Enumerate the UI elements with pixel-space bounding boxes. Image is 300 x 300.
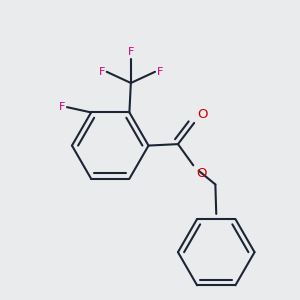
Text: F: F [59, 102, 65, 112]
Text: F: F [157, 67, 163, 77]
Text: F: F [128, 47, 134, 57]
Text: O: O [196, 167, 207, 180]
Text: O: O [198, 108, 208, 122]
Text: F: F [99, 67, 105, 77]
